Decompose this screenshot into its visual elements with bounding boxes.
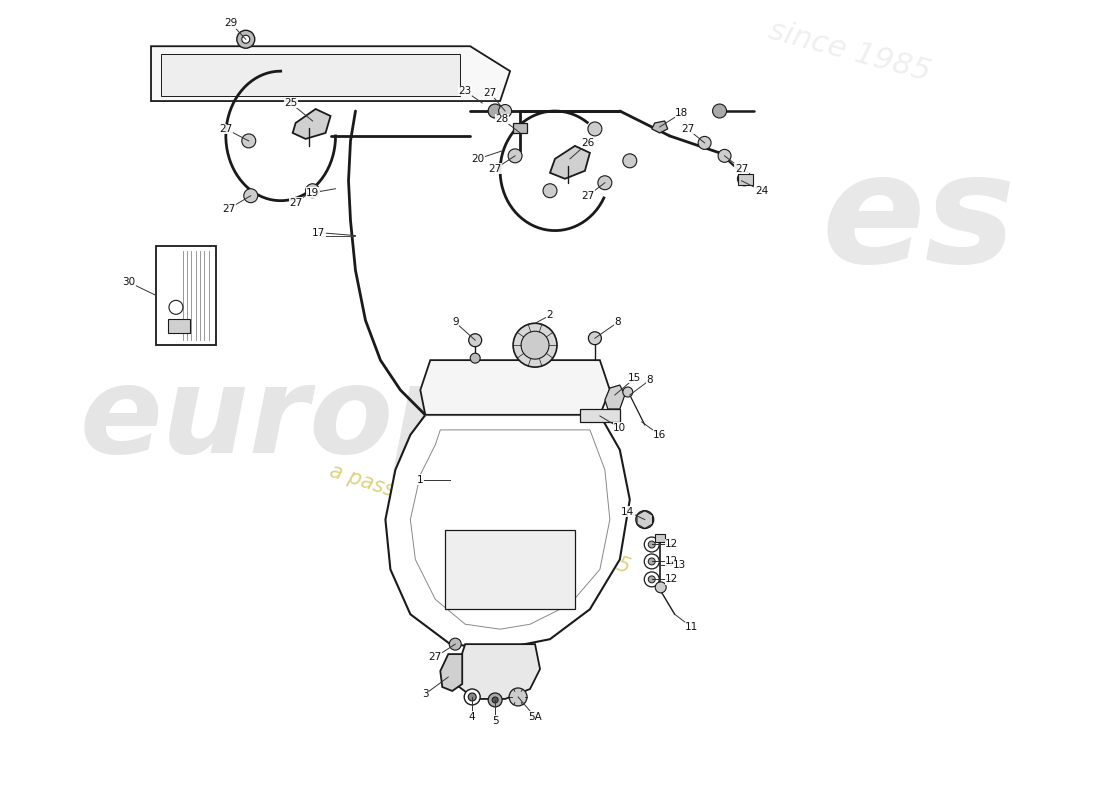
Text: 27: 27 (735, 164, 748, 174)
Circle shape (508, 149, 522, 163)
Text: 14: 14 (621, 506, 635, 517)
Polygon shape (385, 415, 630, 649)
Circle shape (623, 154, 637, 168)
Text: 5: 5 (492, 716, 498, 726)
Circle shape (623, 387, 632, 397)
Bar (446, 530, 575, 610)
Text: since 1985: since 1985 (766, 16, 934, 86)
Text: 2: 2 (547, 310, 553, 320)
Text: 25: 25 (284, 98, 297, 108)
Text: es: es (822, 146, 1016, 295)
Bar (168, 319, 190, 334)
Circle shape (588, 332, 602, 345)
Text: 17: 17 (312, 227, 326, 238)
Circle shape (469, 693, 476, 701)
Text: 27: 27 (219, 124, 232, 134)
Polygon shape (293, 109, 331, 139)
Circle shape (509, 688, 527, 706)
Circle shape (648, 576, 656, 583)
Text: 3: 3 (422, 689, 429, 699)
Circle shape (236, 30, 255, 48)
Text: 10: 10 (614, 423, 626, 433)
Circle shape (645, 572, 659, 587)
Text: 27: 27 (484, 88, 497, 98)
Text: 27: 27 (488, 164, 502, 174)
Text: 27: 27 (429, 652, 442, 662)
Circle shape (713, 104, 727, 118)
Circle shape (513, 323, 557, 367)
Bar (161, 54, 460, 96)
Text: 26: 26 (581, 138, 594, 148)
Text: 1: 1 (417, 474, 424, 485)
Circle shape (648, 558, 656, 565)
Circle shape (598, 176, 612, 190)
Circle shape (169, 300, 183, 314)
Text: europ: europ (80, 362, 482, 478)
Circle shape (636, 510, 653, 529)
Polygon shape (550, 146, 590, 178)
Text: a passion for parts since 1985: a passion for parts since 1985 (328, 462, 634, 578)
Circle shape (587, 122, 602, 136)
Text: 24: 24 (755, 186, 768, 196)
Polygon shape (605, 385, 625, 409)
Text: 20: 20 (472, 154, 485, 164)
Circle shape (645, 537, 659, 552)
Circle shape (488, 104, 502, 118)
Circle shape (737, 172, 751, 186)
Circle shape (306, 184, 320, 198)
Text: 15: 15 (628, 373, 641, 383)
Text: 4: 4 (469, 712, 475, 722)
Circle shape (498, 105, 512, 118)
Circle shape (242, 134, 255, 148)
Text: 27: 27 (581, 190, 594, 201)
Circle shape (698, 137, 711, 150)
Text: 23: 23 (459, 86, 472, 96)
Circle shape (648, 541, 656, 548)
Polygon shape (420, 360, 609, 415)
Text: 19: 19 (306, 188, 319, 198)
Text: 29: 29 (224, 18, 238, 28)
Text: 27: 27 (681, 124, 694, 134)
Circle shape (242, 35, 250, 43)
Text: 28: 28 (495, 114, 508, 124)
Text: 5A: 5A (528, 712, 542, 722)
Circle shape (656, 582, 667, 593)
Text: 12: 12 (666, 557, 679, 566)
Bar (580, 409, 619, 422)
Circle shape (543, 184, 557, 198)
Polygon shape (455, 644, 540, 699)
Text: 11: 11 (685, 622, 698, 632)
Text: 8: 8 (615, 318, 622, 327)
Circle shape (449, 638, 461, 650)
Text: 27: 27 (222, 204, 235, 214)
Circle shape (470, 353, 481, 363)
Bar (513, 123, 527, 133)
Polygon shape (440, 654, 462, 691)
Circle shape (244, 189, 257, 202)
Text: 18: 18 (675, 108, 689, 118)
Circle shape (488, 693, 502, 707)
Text: 30: 30 (122, 278, 135, 287)
Circle shape (521, 331, 549, 359)
Circle shape (469, 334, 482, 346)
Text: 13: 13 (673, 561, 686, 570)
Text: 9: 9 (452, 318, 459, 327)
Circle shape (492, 697, 498, 703)
Bar (156, 246, 216, 345)
Bar (654, 534, 664, 542)
Text: 27: 27 (289, 198, 302, 208)
Text: 8: 8 (647, 375, 653, 385)
Text: 16: 16 (653, 430, 667, 440)
Polygon shape (651, 121, 668, 133)
Text: 12: 12 (666, 574, 679, 584)
Polygon shape (151, 46, 510, 101)
Circle shape (718, 150, 732, 162)
Bar (737, 174, 754, 185)
Circle shape (645, 554, 659, 569)
Circle shape (464, 689, 481, 705)
Text: 12: 12 (666, 539, 679, 550)
